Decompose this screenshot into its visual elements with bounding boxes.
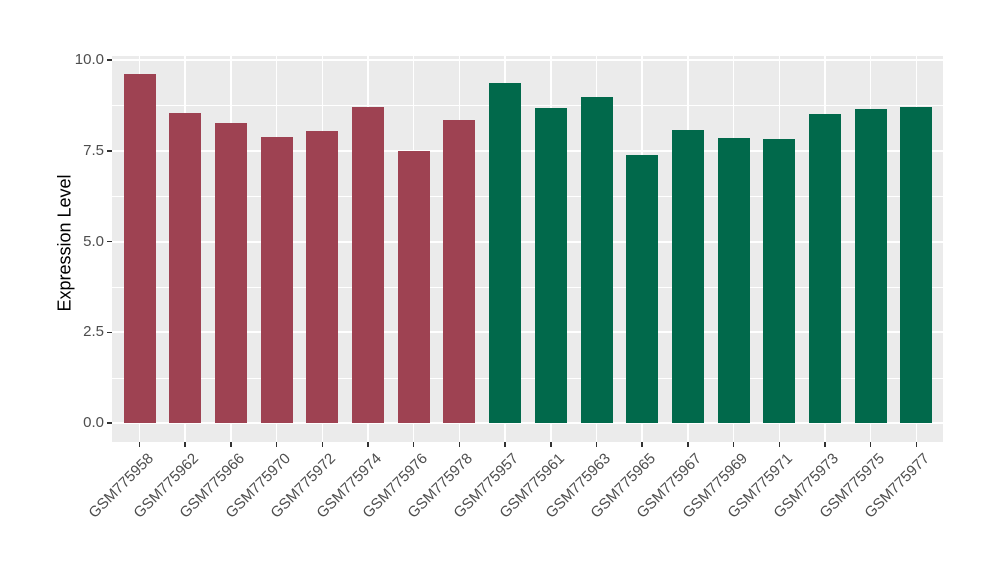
- gridline-major-y: [112, 59, 943, 61]
- bar-GSM775970: [260, 136, 293, 423]
- y-tick-label: 0.0: [83, 414, 104, 431]
- bar-GSM775972: [306, 130, 339, 423]
- bar-GSM775977: [900, 106, 933, 423]
- bar-GSM775958: [123, 73, 156, 423]
- y-tick-mark: [107, 59, 112, 61]
- x-tick-mark: [778, 442, 781, 447]
- y-tick-label: 7.5: [83, 141, 104, 159]
- x-tick-mark: [732, 442, 735, 447]
- x-tick-mark: [641, 442, 643, 447]
- x-tick-mark: [458, 442, 461, 447]
- y-tick-mark: [107, 150, 112, 152]
- bar-GSM775966: [214, 123, 247, 423]
- x-tick-mark: [412, 442, 415, 447]
- gridline-minor-y: [112, 377, 943, 379]
- bar-GSM775965: [626, 155, 659, 423]
- x-tick-mark: [230, 442, 232, 447]
- x-tick-mark: [184, 442, 186, 447]
- x-tick-mark: [504, 442, 506, 447]
- bar-GSM775978: [443, 119, 476, 423]
- gridline-major-y: [112, 331, 943, 334]
- bar-GSM775967: [671, 130, 704, 423]
- bar-GSM775973: [809, 113, 841, 423]
- bar-GSM775976: [397, 150, 430, 423]
- gridline-major-y: [112, 422, 943, 424]
- bar-GSM775969: [717, 138, 750, 423]
- gridline-minor-y: [112, 196, 943, 198]
- bar-GSM775963: [580, 96, 613, 423]
- bar-GSM775957: [489, 82, 522, 423]
- x-tick-mark: [687, 442, 689, 447]
- bar-GSM775974: [352, 106, 384, 423]
- gridline-minor-y: [112, 286, 943, 288]
- x-tick-mark: [550, 442, 552, 447]
- bar-GSM775971: [763, 139, 796, 423]
- x-tick-mark: [869, 442, 872, 447]
- x-tick-mark: [595, 442, 598, 447]
- x-tick-mark: [275, 442, 278, 447]
- x-tick-mark: [138, 442, 141, 447]
- x-tick-mark: [321, 442, 324, 447]
- gridline-major-y: [112, 240, 943, 243]
- x-tick-mark: [367, 442, 369, 447]
- plot-panel: [112, 56, 943, 442]
- y-tick-label: 10.0: [74, 51, 104, 68]
- y-tick-label: 5.0: [83, 232, 104, 250]
- y-tick-mark: [107, 331, 112, 333]
- bar-GSM775975: [854, 108, 887, 423]
- y-tick-label: 2.5: [83, 323, 104, 341]
- y-tick-mark: [107, 240, 112, 243]
- x-tick-mark: [824, 442, 826, 447]
- x-tick-mark: [915, 442, 918, 447]
- bar-GSM775962: [169, 113, 202, 423]
- bar-GSM775961: [534, 107, 567, 423]
- gridline-minor-y: [112, 105, 943, 107]
- y-tick-mark: [107, 422, 112, 424]
- gridline-major-y: [112, 149, 943, 152]
